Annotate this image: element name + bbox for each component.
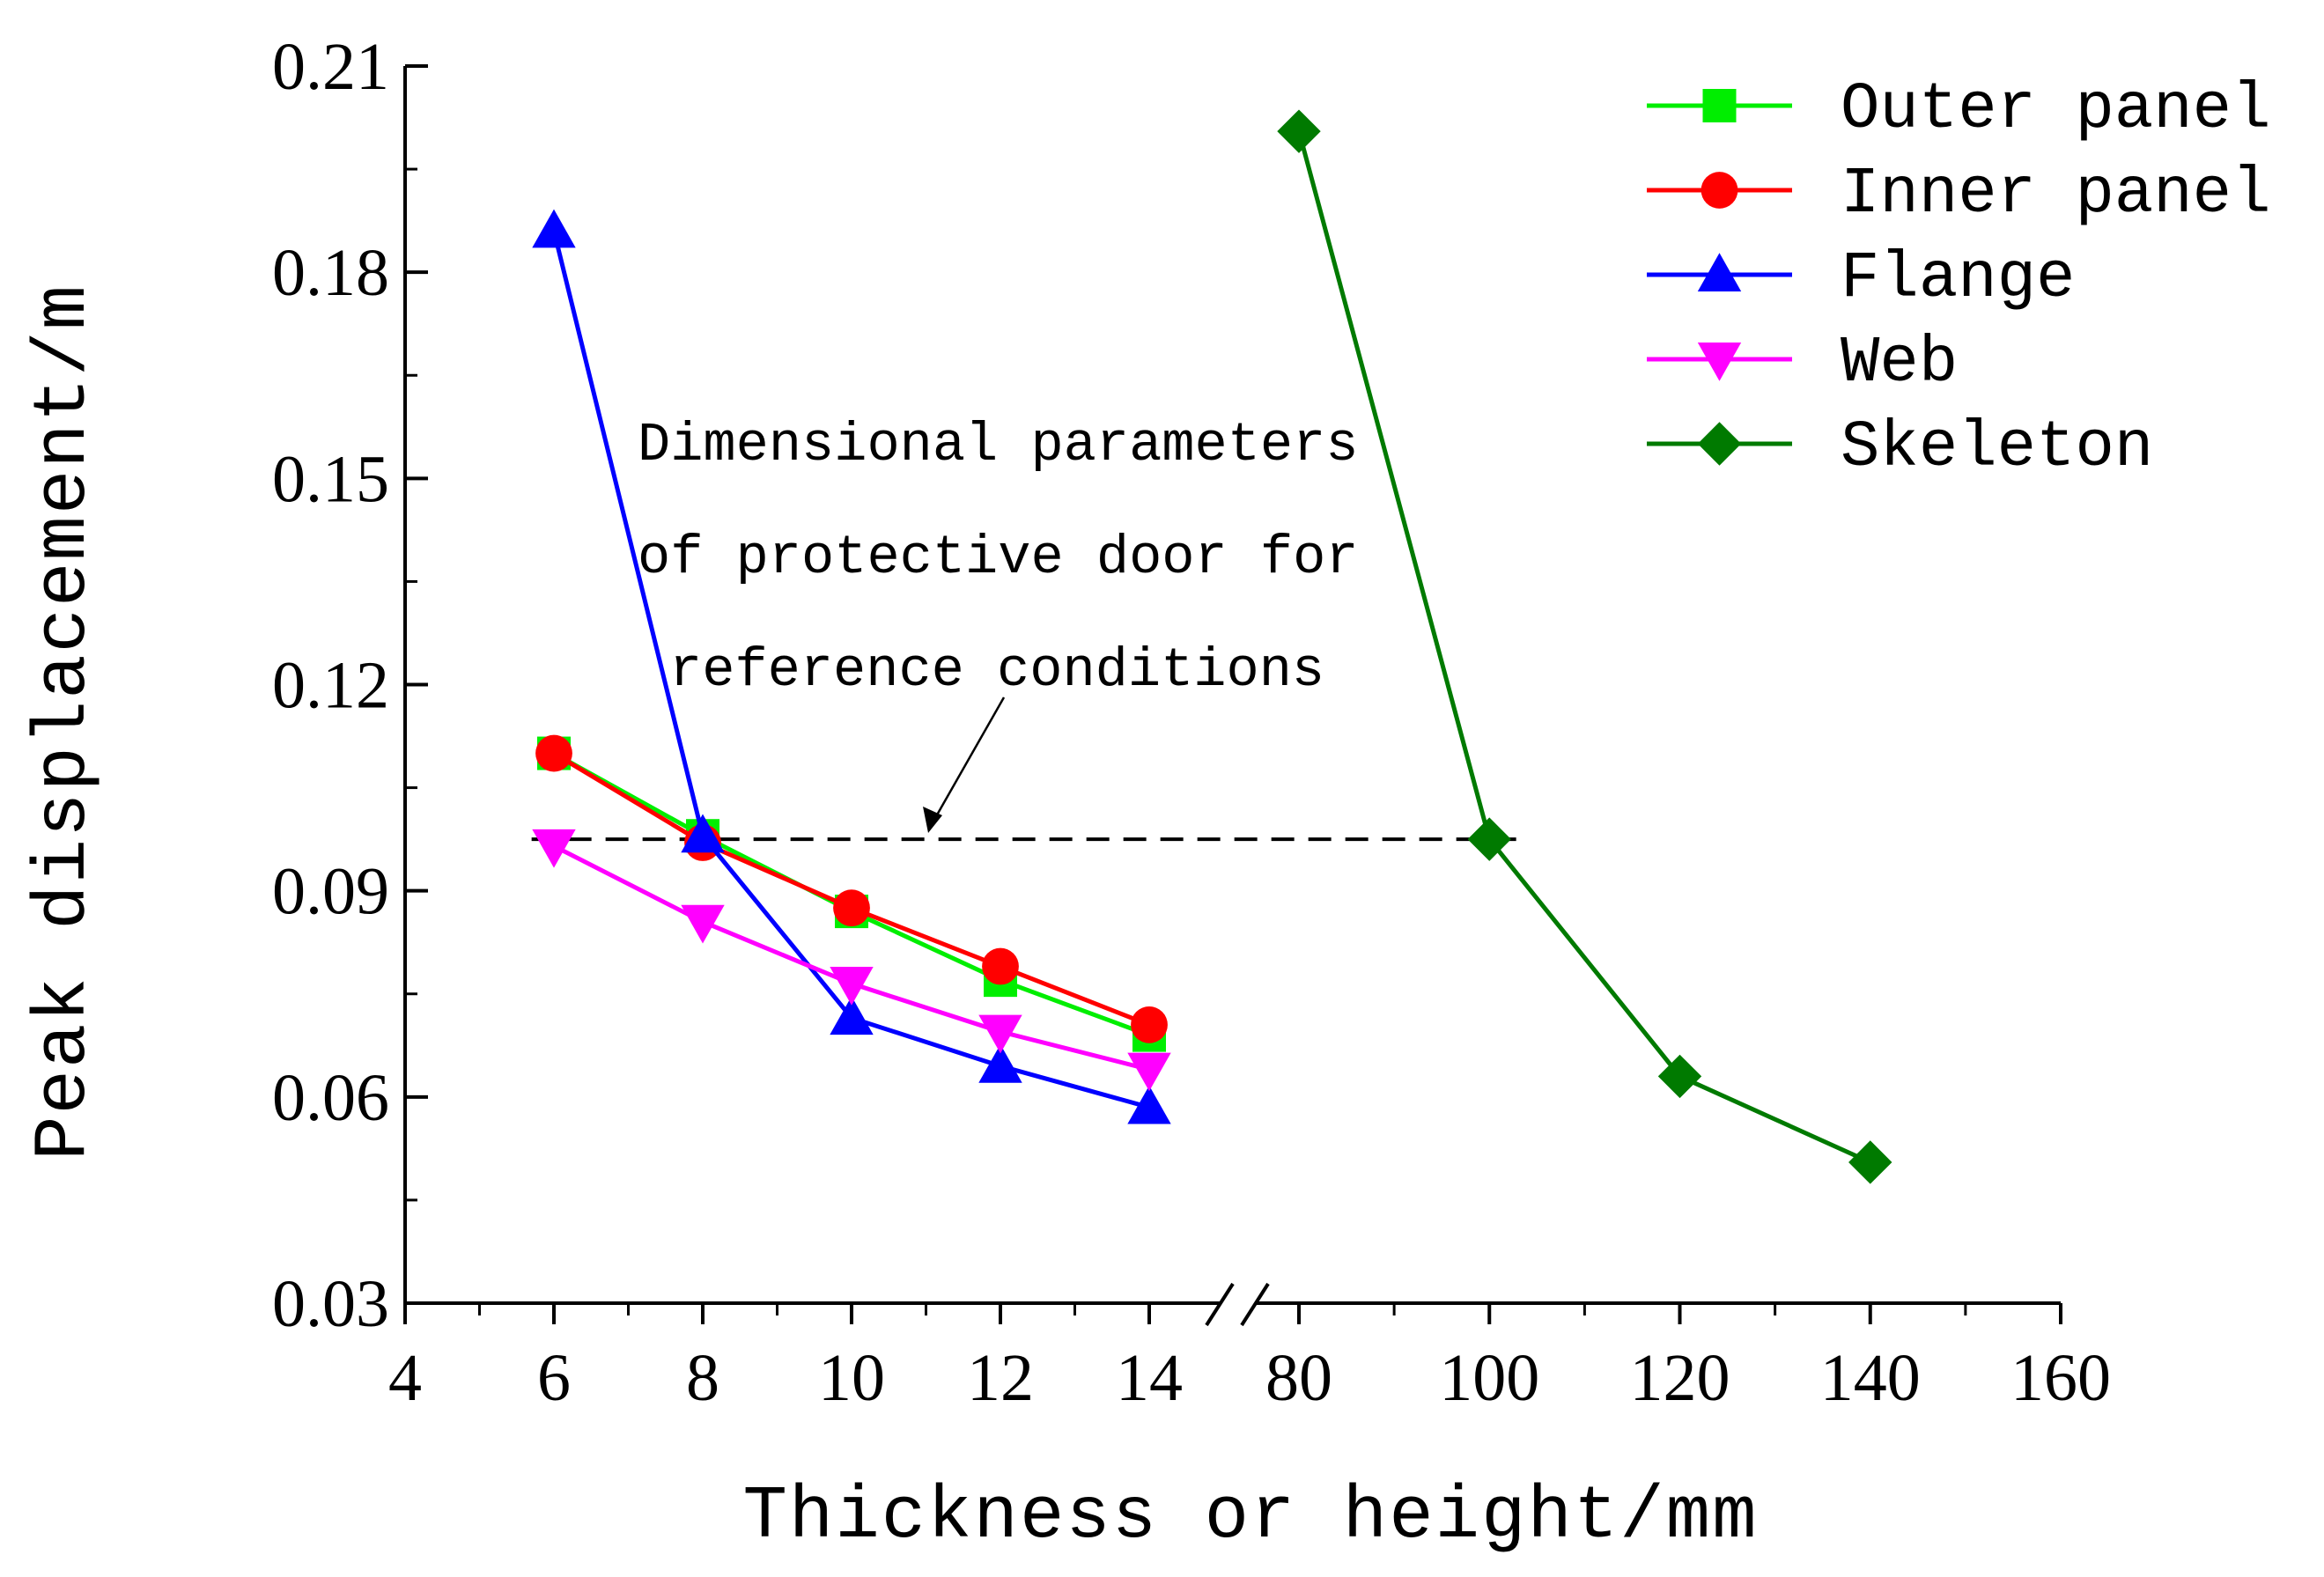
legend-label-inner-panel: Inner panel [1841,158,2270,232]
axis-break-mark [1205,1282,1235,1327]
series-skeleton [1277,109,1892,1184]
x-ticks: 4 6 8 10 12 14 80 100 120 140 160 [388,1303,2111,1415]
y-tick-label: 0.18 [272,236,389,310]
x-tick-label: 6 [537,1341,571,1415]
annotation-line-2: of protective door for [638,527,1359,589]
legend-item-outer-panel: Outer panel [1647,73,2270,147]
x-tick-label: 10 [818,1341,885,1415]
axis-break-icon [1205,1282,1270,1327]
data-point-web [532,829,576,868]
legend-marker-web [1697,343,1742,381]
series-web [532,829,1171,1092]
axes: 0.03 0.06 0.09 0.12 0.15 0.18 0.21 4 6 8 10 12 14 80… [272,30,2111,1415]
data-point-web [830,967,874,1006]
data-point-inner-panel [1131,1006,1168,1043]
x-tick-label: 4 [388,1341,422,1415]
series-line-skeleton [1296,130,1871,1165]
annotation: Dimensional parameters of protective doo… [638,414,1359,833]
x-tick-label: 80 [1265,1341,1332,1415]
data-point-skeleton [1467,817,1511,861]
legend-marker-skeleton [1697,422,1742,466]
y-tick-label: 0.12 [272,649,389,723]
x-tick-label: 120 [1630,1341,1730,1415]
x-tick-label: 100 [1439,1341,1539,1415]
y-tick-label: 0.15 [272,442,389,516]
legend-item-inner-panel: Inner panel [1647,158,2270,232]
y-tick-label: 0.03 [272,1267,389,1341]
legend-label-flange: Flange [1841,242,2075,316]
data-point-flange [830,996,874,1035]
x-tick-label: 140 [1820,1341,1921,1415]
data-point-inner-panel [982,947,1019,985]
legend-item-flange: Flange [1647,242,2075,316]
x-tick-label: 8 [686,1341,719,1415]
series-layer [532,109,1892,1184]
legend-item-web: Web [1647,327,1958,401]
annotation-arrow-line [930,696,1006,825]
y-ticks: 0.03 0.06 0.09 0.12 0.15 0.18 0.21 [272,30,428,1341]
x-axis-title: Thickness or height/mm [743,1476,1759,1559]
legend-marker-outer-panel [1702,89,1737,122]
data-point-flange [681,814,725,853]
data-point-inner-panel [535,734,572,772]
data-point-web [1127,1052,1171,1092]
data-point-flange [978,1044,1022,1083]
x-tick-label: 160 [2010,1341,2111,1415]
series-flange [532,209,1171,1124]
data-point-flange [532,209,576,248]
x-tick-label: 14 [1116,1341,1183,1415]
data-point-web [681,904,725,944]
legend-marker-inner-panel [1701,172,1738,209]
y-tick-label: 0.06 [272,1061,389,1135]
x-tick-label: 12 [967,1341,1034,1415]
legend-item-skeleton: Skeleton [1647,411,2153,485]
data-point-skeleton [1848,1140,1892,1184]
y-tick-label: 0.09 [272,855,389,929]
annotation-line-1: Dimensional parameters [638,414,1359,476]
legend-label-skeleton: Skeleton [1841,411,2153,485]
legend-label-outer-panel: Outer panel [1841,73,2270,147]
legend: Outer panel Inner panel Flange Web Skeleton [1647,73,2270,485]
data-point-skeleton [1277,109,1321,153]
annotation-line-3: reference conditions [669,639,1324,702]
axis-break-mark [1240,1282,1270,1327]
y-tick-label: 0.21 [272,30,389,104]
data-point-inner-panel [833,889,870,927]
annotation-arrow-head [923,807,942,833]
legend-marker-flange [1697,253,1742,291]
data-point-web [978,1014,1022,1054]
legend-label-web: Web [1841,327,1958,401]
y-axis-title: Peak displacement/m [23,284,107,1161]
data-point-flange [1127,1085,1171,1124]
data-point-skeleton [1657,1054,1702,1099]
